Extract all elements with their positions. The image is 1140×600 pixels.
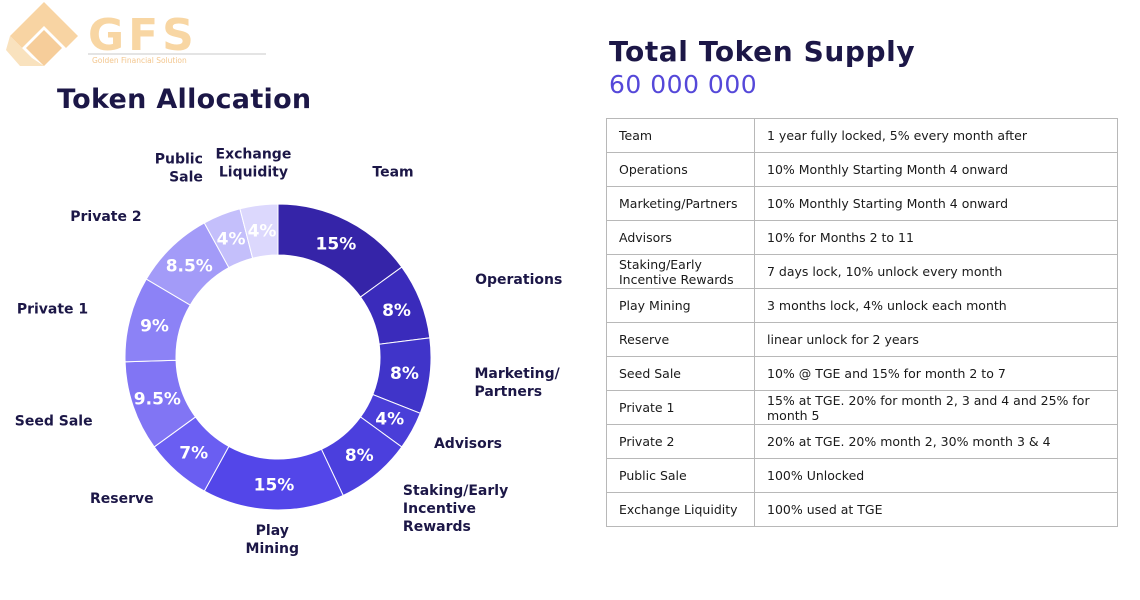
allocation-name-cell: Operations <box>606 152 755 187</box>
table-row: Exchange Liquidity 100% used at TGE <box>606 492 1118 527</box>
slice-category-label: Team <box>372 165 413 181</box>
allocation-name-cell: Advisors <box>606 220 755 255</box>
slice-category-label: Private 1 <box>17 301 88 317</box>
slice-value-label: 8.5% <box>166 256 213 276</box>
slice-category-label: Play Mining <box>246 523 299 557</box>
allocation-name-cell: Staking/Early Incentive Rewards <box>606 254 755 289</box>
logo-text: GFS <box>88 10 198 61</box>
vesting-schedule-cell: 10% Monthly Starting Month 4 onward <box>754 152 1118 187</box>
vesting-schedule-cell: linear unlock for 2 years <box>754 322 1118 357</box>
slice-value-label: 4% <box>375 409 404 429</box>
vesting-schedule-cell: 10% Monthly Starting Month 4 onward <box>754 186 1118 221</box>
vesting-schedule-cell: 3 months lock, 4% unlock each month <box>754 288 1118 323</box>
slice-value-label: 15% <box>316 234 357 254</box>
gfs-logo: GFS Golden Financial Solution <box>4 0 266 70</box>
slice-value-label: 8% <box>390 364 419 384</box>
table-row: Marketing/Partners 10% Monthly Starting M… <box>606 186 1118 221</box>
supply-title: Total Token Supply <box>609 35 916 68</box>
slice-category-label: Advisors <box>434 436 502 452</box>
table-row: Play Mining 3 months lock, 4% unlock each… <box>606 288 1118 323</box>
slice-value-label: 8% <box>382 301 411 321</box>
vesting-table: Team 1 year fully locked, 5% every month … <box>606 118 1118 527</box>
vesting-schedule-cell: 1 year fully locked, 5% every month afte… <box>754 118 1118 153</box>
allocation-name-cell: Public Sale <box>606 458 755 493</box>
allocation-name-cell: Reserve <box>606 322 755 357</box>
vesting-schedule-cell: 7 days lock, 10% unlock every month <box>754 254 1118 289</box>
slice-value-label: 4% <box>217 229 246 249</box>
allocation-name-cell: Private 1 <box>606 390 755 425</box>
allocation-title: Token Allocation <box>57 84 312 115</box>
slice-value-label: 9% <box>140 316 169 336</box>
slice-category-label: Exchange Liquidity <box>216 147 292 181</box>
allocation-name-cell: Play Mining <box>606 288 755 323</box>
slice-category-label: Public Sale <box>155 151 203 185</box>
slice-category-label: Reserve <box>90 491 154 507</box>
table-row: Reserve linear unlock for 2 years <box>606 322 1118 357</box>
token-allocation-donut-chart: 15% Team 8% Operations 8% Marketing/Partners 4… <box>15 147 563 557</box>
allocation-name-cell: Private 2 <box>606 424 755 459</box>
allocation-name-cell: Exchange Liquidity <box>606 492 755 527</box>
table-row: Staking/Early Incentive Rewards 7 days lo… <box>606 254 1118 289</box>
allocation-name-cell: Seed Sale <box>606 356 755 391</box>
table-row: Advisors 10% for Months 2 to 11 <box>606 220 1118 255</box>
allocation-name-cell: Team <box>606 118 755 153</box>
table-row: Public Sale 100% Unlocked <box>606 458 1118 493</box>
slice-category-label: Staking/Early Incentive Rewards <box>403 483 508 535</box>
vesting-schedule-cell: 10% @ TGE and 15% for month 2 to 7 <box>754 356 1118 391</box>
logo-tagline: Golden Financial Solution <box>92 56 187 65</box>
allocation-name-cell: Marketing/Partners <box>606 186 755 221</box>
slice-category-label: Private 2 <box>70 209 141 225</box>
logo-mark: GFS Golden Financial Solution <box>6 2 266 66</box>
slice-category-label: Seed Sale <box>15 413 93 429</box>
vesting-schedule-cell: 20% at TGE. 20% month 2, 30% month 3 & 4 <box>754 424 1118 459</box>
table-row: Operations 10% Monthly Starting Month 4 o… <box>606 152 1118 187</box>
donut-slice <box>239 203 279 259</box>
table-row: Seed Sale 10% @ TGE and 15% for month 2 t… <box>606 356 1118 391</box>
slice-value-label: 7% <box>179 444 208 464</box>
table-row: Private 2 20% at TGE. 20% month 2, 30% mo… <box>606 424 1118 459</box>
supply-value: 60 000 000 <box>609 70 758 99</box>
slice-value-label: 9.5% <box>134 389 181 409</box>
vesting-schedule-cell: 10% for Months 2 to 11 <box>754 220 1118 255</box>
slice-category-label: Marketing/Partners <box>474 366 560 400</box>
vesting-schedule-cell: 15% at TGE. 20% for month 2, 3 and 4 and… <box>754 390 1118 425</box>
slice-value-label: 8% <box>345 446 374 466</box>
slice-category-label: Operations <box>475 272 562 288</box>
vesting-schedule-cell: 100% used at TGE <box>754 492 1118 527</box>
slice-value-label: 4% <box>248 222 277 242</box>
slice-value-label: 15% <box>254 475 295 495</box>
vesting-schedule-cell: 100% Unlocked <box>754 458 1118 493</box>
table-row: Private 1 15% at TGE. 20% for month 2, 3 … <box>606 390 1118 425</box>
table-row: Team 1 year fully locked, 5% every month … <box>606 118 1118 153</box>
